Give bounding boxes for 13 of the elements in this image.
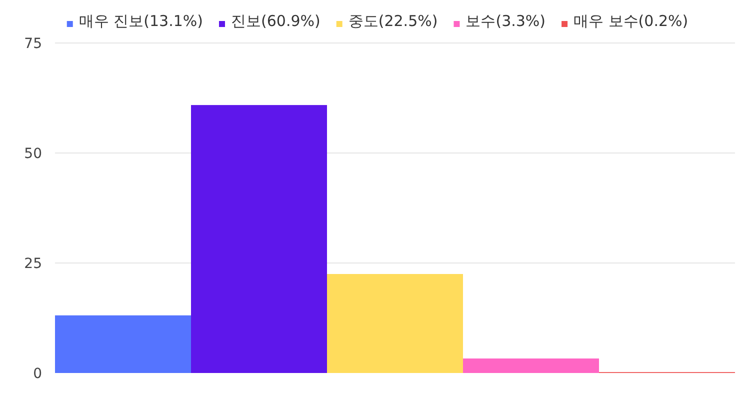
bar — [55, 315, 191, 373]
bar — [463, 358, 599, 373]
legend-label: 매우 보수(0.2%) — [574, 12, 688, 30]
bar — [327, 274, 463, 373]
legend-label: 보수(3.3%) — [466, 12, 546, 30]
y-tick-label: 50 — [24, 146, 42, 162]
legend-label: 진보(60.9%) — [231, 12, 320, 30]
bar — [191, 105, 327, 373]
y-tick-label: 0 — [33, 366, 42, 382]
legend-label: 중도(22.5%) — [348, 12, 438, 30]
y-tick-label: 75 — [24, 36, 42, 52]
legend-label: 매우 진보(13.1%) — [78, 12, 203, 30]
y-tick-label: 25 — [24, 256, 42, 272]
